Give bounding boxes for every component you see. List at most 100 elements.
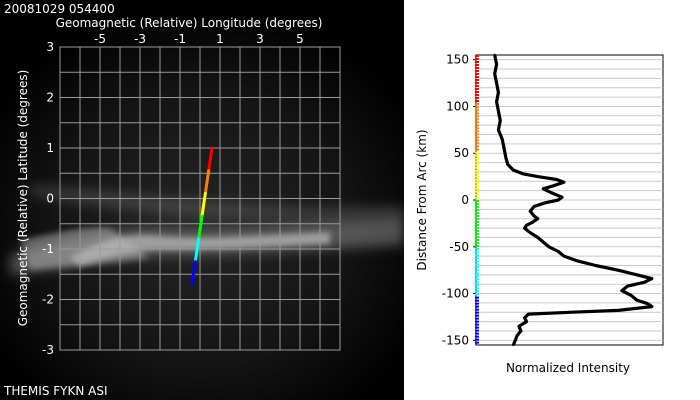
profile-y-axis-label: Distance From Arc (km) <box>415 129 429 270</box>
profile-point <box>532 214 536 218</box>
profile-y-tick-label: -50 <box>449 240 469 254</box>
profile-point <box>523 226 526 230</box>
profile-point <box>620 289 624 292</box>
profile-point <box>493 53 496 57</box>
profile-point <box>650 305 653 308</box>
image-y-tick-label: 1 <box>46 141 54 155</box>
image-y-ticks: 3 2 1 0 -1 -2 -3 <box>42 40 54 357</box>
timestamp: 20081029 054400 <box>4 2 115 16</box>
profile-point <box>521 172 524 176</box>
profile-point <box>495 81 498 85</box>
profile-point <box>497 109 500 113</box>
profile-grid <box>476 59 663 341</box>
profile-point <box>635 273 639 277</box>
profile-point <box>515 334 519 337</box>
profile-point <box>562 181 566 184</box>
scan-line-segment <box>200 191 207 218</box>
image-x-tick-label: 5 <box>296 32 304 46</box>
profile-point <box>495 100 498 103</box>
profile-point <box>650 277 653 280</box>
profile-point <box>529 231 532 234</box>
image-y-tick-label: 0 <box>46 192 54 206</box>
scan-line-segment <box>203 169 211 195</box>
image-y-tick-label: -1 <box>42 242 54 256</box>
profile-point <box>523 316 526 320</box>
profile-y-tick-label: -150 <box>442 333 469 347</box>
profile-y-tick-label: 50 <box>454 146 469 160</box>
image-x-tick-label: -3 <box>134 32 146 46</box>
profile-point <box>525 224 528 227</box>
profile-point <box>549 191 552 194</box>
profile-point <box>536 175 539 178</box>
image-y-tick-label: 2 <box>46 91 54 105</box>
image-y-tick-label: -3 <box>42 343 54 357</box>
profile-point <box>562 254 566 258</box>
image-plot-frame <box>59 46 341 351</box>
scan-line-segment <box>193 237 201 264</box>
profile-point <box>542 240 545 244</box>
profile-points <box>493 53 653 347</box>
profile-point <box>500 137 504 141</box>
image-x-tick-label: -5 <box>94 32 106 46</box>
profile-point <box>519 329 523 333</box>
profile-point <box>512 343 515 347</box>
profile-y-tick-label: 0 <box>461 193 469 207</box>
profile-point <box>536 217 539 220</box>
profile-point <box>495 63 498 66</box>
image-x-axis-label: Geomagnetic (Relative) Longitude (degree… <box>56 16 323 30</box>
profile-point <box>616 309 620 312</box>
scan-line-segment <box>190 260 197 286</box>
all-sky-image-panel: -5 -3 -1 1 3 5 3 2 1 0 -1 -2 -3 20081029 054400 Geo… <box>0 0 404 400</box>
profile-point <box>616 268 620 272</box>
profile-y-tick-label: -100 <box>442 287 469 301</box>
profile-point <box>497 91 500 94</box>
scan-line-segment <box>207 146 214 173</box>
profile-point <box>517 325 521 328</box>
image-y-tick-label: -2 <box>42 293 54 307</box>
profile-y-tick-label: 150 <box>446 53 469 67</box>
image-y-tick-label: 3 <box>46 40 54 54</box>
intensity-profile-panel: 150 100 50 0 -50 -100 -150 Normalized Intensit… <box>415 53 664 375</box>
image-x-tick-label: 1 <box>216 32 224 46</box>
profile-point <box>512 168 515 172</box>
profile-point <box>646 302 650 306</box>
profile-point <box>551 184 554 188</box>
profile-point <box>506 163 509 166</box>
image-x-ticks: -5 -3 -1 1 3 5 <box>94 32 304 46</box>
profile-point <box>575 259 579 263</box>
image-grid <box>60 47 340 350</box>
profile-point <box>536 236 539 239</box>
profile-point <box>568 311 571 314</box>
profile-point <box>532 205 536 208</box>
profile-y-ticks: 150 100 50 0 -50 -100 -150 <box>442 53 476 347</box>
profile-point <box>630 294 633 297</box>
profile-point <box>626 284 629 288</box>
image-x-tick-label: 3 <box>256 32 264 46</box>
profile-point <box>525 320 528 323</box>
profile-point <box>504 156 508 160</box>
profile-point <box>560 195 564 199</box>
profile-point <box>635 298 639 302</box>
profile-point <box>542 187 545 190</box>
profile-y-tick-label: 100 <box>446 99 469 113</box>
profile-point <box>497 128 500 132</box>
profile-point <box>527 312 530 316</box>
profile-point <box>530 221 534 224</box>
profile-point <box>643 281 646 284</box>
scan-line <box>190 146 214 286</box>
profile-point <box>557 198 560 202</box>
profile-point <box>557 250 560 253</box>
scan-line-segment <box>197 214 204 241</box>
profile-point <box>493 72 496 75</box>
image-x-tick-label: -1 <box>174 32 186 46</box>
profile-x-axis-label: Normalized Intensity <box>506 361 630 375</box>
image-y-axis-label: Geomagnetic (Relative) Latitude (degrees… <box>16 70 30 327</box>
profile-point <box>502 147 506 150</box>
profile-point <box>514 339 517 342</box>
profile-point <box>529 210 532 213</box>
instrument-label: THEMIS FYKN ASI <box>3 384 108 398</box>
profile-point <box>547 245 551 248</box>
profile-point <box>499 119 502 122</box>
